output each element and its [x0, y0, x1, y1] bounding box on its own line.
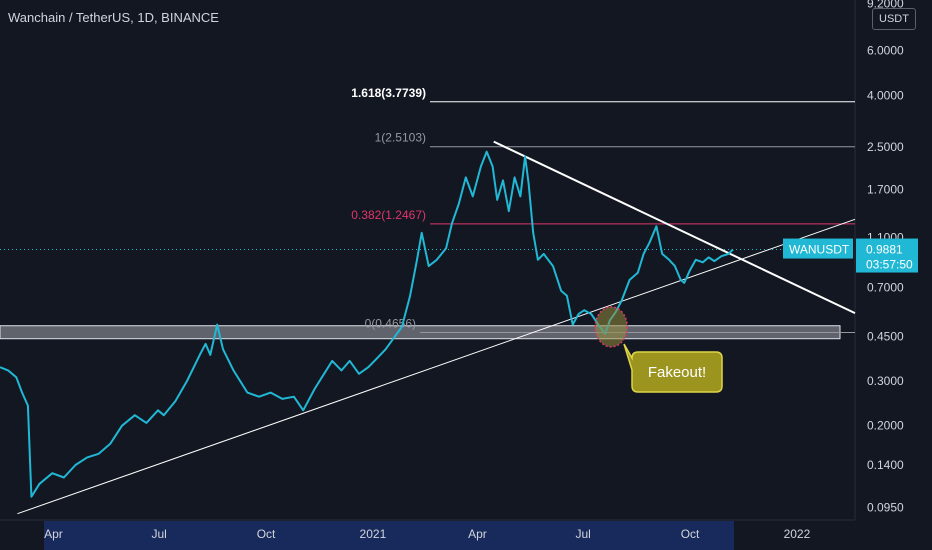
fib-level-label: 1(2.5103)	[375, 131, 426, 145]
x-tick-label: Oct	[681, 527, 700, 541]
x-tick-label: 2021	[360, 527, 387, 541]
y-tick-label: 0.7000	[867, 281, 904, 295]
falling-resistance-trendline	[493, 140, 856, 315]
y-tick-label: 1.7000	[867, 183, 904, 197]
y-tick-label: 6.0000	[867, 44, 904, 58]
y-tick-label: 0.1400	[867, 458, 904, 472]
fib-level-label: 0.382(1.2467)	[351, 208, 426, 222]
fakeout-label: Fakeout!	[648, 364, 706, 381]
fib-level-label: 0(0.4656)	[365, 316, 416, 330]
last-price-value: 0.9881	[866, 243, 903, 257]
x-tick-label: Jul	[151, 527, 166, 541]
y-tick-label: 2.5000	[867, 140, 904, 154]
symbol-tag-label: WANUSDT	[789, 243, 850, 257]
last-price-tag	[856, 238, 918, 273]
chart-title: Wanchain / TetherUS, 1D, BINANCE	[8, 10, 219, 25]
fakeout-callout	[623, 343, 723, 393]
y-tick-label: 0.0950	[867, 501, 904, 515]
x-tick-label: Apr	[468, 527, 487, 541]
y-tick-label: 4.0000	[867, 88, 904, 102]
currency-badge[interactable]: USDT	[872, 8, 916, 30]
y-tick-label: 0.2000	[867, 419, 904, 433]
rising-support-trendline	[17, 218, 856, 515]
y-tick-label: 0.3000	[867, 374, 904, 388]
price-series-line	[0, 150, 734, 498]
time-range-highlight	[44, 521, 734, 550]
x-tick-label: Apr	[44, 527, 63, 541]
fakeout-circle	[594, 306, 628, 348]
symbol-tag	[783, 238, 853, 259]
y-tick-label: 9.2000	[867, 0, 904, 11]
countdown-value: 03:57:50	[866, 258, 913, 272]
x-tick-label: 2022	[784, 527, 811, 541]
x-tick-label: Jul	[575, 527, 590, 541]
fib-level-label: 1.618(3.7739)	[351, 86, 426, 100]
x-tick-label: Oct	[257, 527, 276, 541]
y-tick-label: 0.4500	[867, 329, 904, 343]
